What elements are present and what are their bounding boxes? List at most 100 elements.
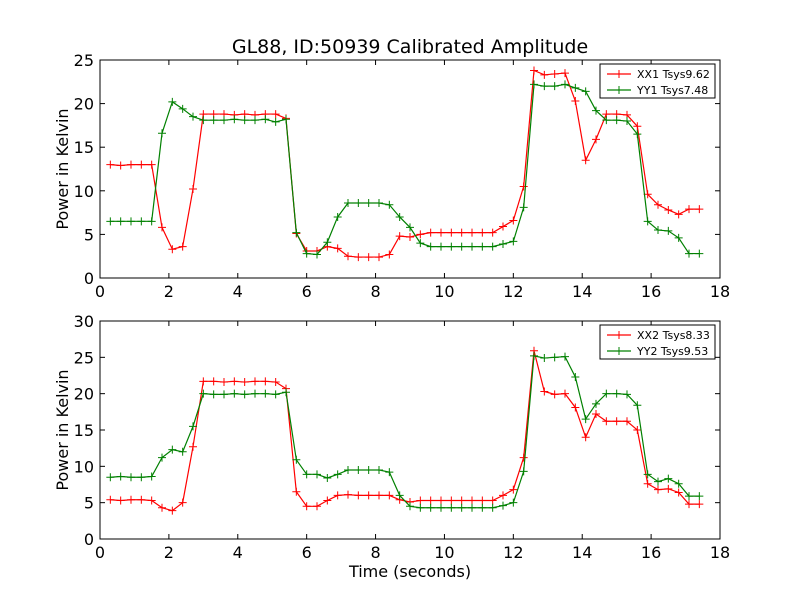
data-point <box>550 82 559 91</box>
data-point <box>530 80 538 89</box>
series-markers-2 <box>106 351 704 512</box>
data-point <box>240 116 249 125</box>
x-tick-label: 0 <box>95 282 105 301</box>
data-point <box>271 117 280 126</box>
data-point <box>344 465 352 474</box>
data-point <box>426 242 435 251</box>
y-tick-label: 20 <box>74 95 94 114</box>
data-point <box>199 389 208 398</box>
x-tick-label: 6 <box>302 282 312 301</box>
data-point <box>437 228 445 237</box>
data-point <box>654 226 662 235</box>
x-tick-label: 16 <box>641 543 661 562</box>
chart-panel-bottom: 0 2 4 6 8 10 12 14 16 18 0 5 10 15 20 25 30 Power in Kelv… <box>53 312 730 581</box>
data-point <box>344 490 352 499</box>
y-axis-title: Power in Kelvin <box>53 108 72 229</box>
data-point <box>147 217 156 226</box>
data-point <box>468 242 476 251</box>
data-point <box>468 228 476 237</box>
data-point <box>364 491 373 500</box>
data-point <box>623 117 631 126</box>
y-tick-label: 10 <box>74 182 94 201</box>
x-tick-label: 10 <box>434 543 454 562</box>
data-point <box>571 372 580 381</box>
x-tick-label: 4 <box>233 282 243 301</box>
data-point <box>540 82 549 91</box>
data-point <box>178 498 187 507</box>
data-point <box>623 390 631 399</box>
data-point <box>592 106 600 115</box>
data-point <box>168 445 177 454</box>
data-point <box>323 473 332 482</box>
y-tick-label: 15 <box>74 421 94 440</box>
legend-marker <box>615 86 623 94</box>
data-point <box>633 401 642 410</box>
data-point <box>385 468 394 477</box>
data-point <box>406 502 414 511</box>
data-point <box>323 238 332 247</box>
data-point <box>106 160 115 169</box>
data-point <box>654 485 662 494</box>
series-markers-1 <box>106 346 704 515</box>
y-tick-label: 25 <box>74 348 94 367</box>
data-point <box>395 232 404 241</box>
data-point <box>240 390 249 399</box>
data-point <box>643 470 652 479</box>
data-point <box>685 500 693 509</box>
data-point <box>168 245 177 254</box>
data-point <box>333 470 342 479</box>
data-point <box>261 377 270 386</box>
y-tick-label: 30 <box>74 312 94 331</box>
data-point <box>178 242 187 251</box>
data-point <box>457 242 466 251</box>
data-point <box>158 223 166 232</box>
data-point <box>189 112 197 121</box>
data-point <box>612 417 621 426</box>
data-point <box>499 491 507 500</box>
data-point <box>685 205 693 214</box>
legend-label: YY1 Tsys7.48 <box>636 84 708 97</box>
data-point <box>654 200 662 209</box>
data-point <box>271 390 280 399</box>
data-point <box>571 403 580 412</box>
data-point <box>540 70 549 79</box>
y-tick-label: 10 <box>74 457 94 476</box>
data-point <box>354 465 363 474</box>
data-point <box>158 453 166 462</box>
x-tick-label: 8 <box>370 543 380 562</box>
data-point <box>530 351 538 360</box>
y-tick-label: 0 <box>84 269 94 288</box>
y-tick-label: 5 <box>84 494 94 513</box>
data-point <box>457 503 466 512</box>
x-tick-label: 16 <box>641 282 661 301</box>
data-point <box>209 116 218 125</box>
data-point <box>127 495 135 504</box>
data-point <box>695 205 704 214</box>
data-point <box>571 83 580 92</box>
data-point <box>571 96 580 105</box>
data-point <box>230 377 239 386</box>
data-point <box>189 185 197 194</box>
axes-frame <box>99 59 721 279</box>
x-tick-label: 4 <box>233 543 243 562</box>
y-tick-label: 0 <box>84 530 94 549</box>
data-point <box>581 415 590 424</box>
data-point <box>437 503 445 512</box>
data-point <box>106 495 115 504</box>
data-point <box>499 222 507 231</box>
x-axis-title: Time (seconds) <box>348 562 471 581</box>
data-point <box>147 160 156 169</box>
legend-marker <box>615 70 623 78</box>
data-point <box>633 426 642 434</box>
y-axis-title: Power in Kelvin <box>53 369 72 490</box>
data-point <box>106 473 115 482</box>
data-point <box>581 156 590 165</box>
x-tick-label: 18 <box>710 282 730 301</box>
data-point <box>313 250 321 259</box>
data-point <box>385 200 394 209</box>
data-point <box>612 389 621 398</box>
legend-label: XX2 Tsys8.33 <box>637 329 710 342</box>
x-tick-label: 12 <box>503 282 523 301</box>
data-point <box>488 228 497 237</box>
data-point <box>199 377 208 386</box>
